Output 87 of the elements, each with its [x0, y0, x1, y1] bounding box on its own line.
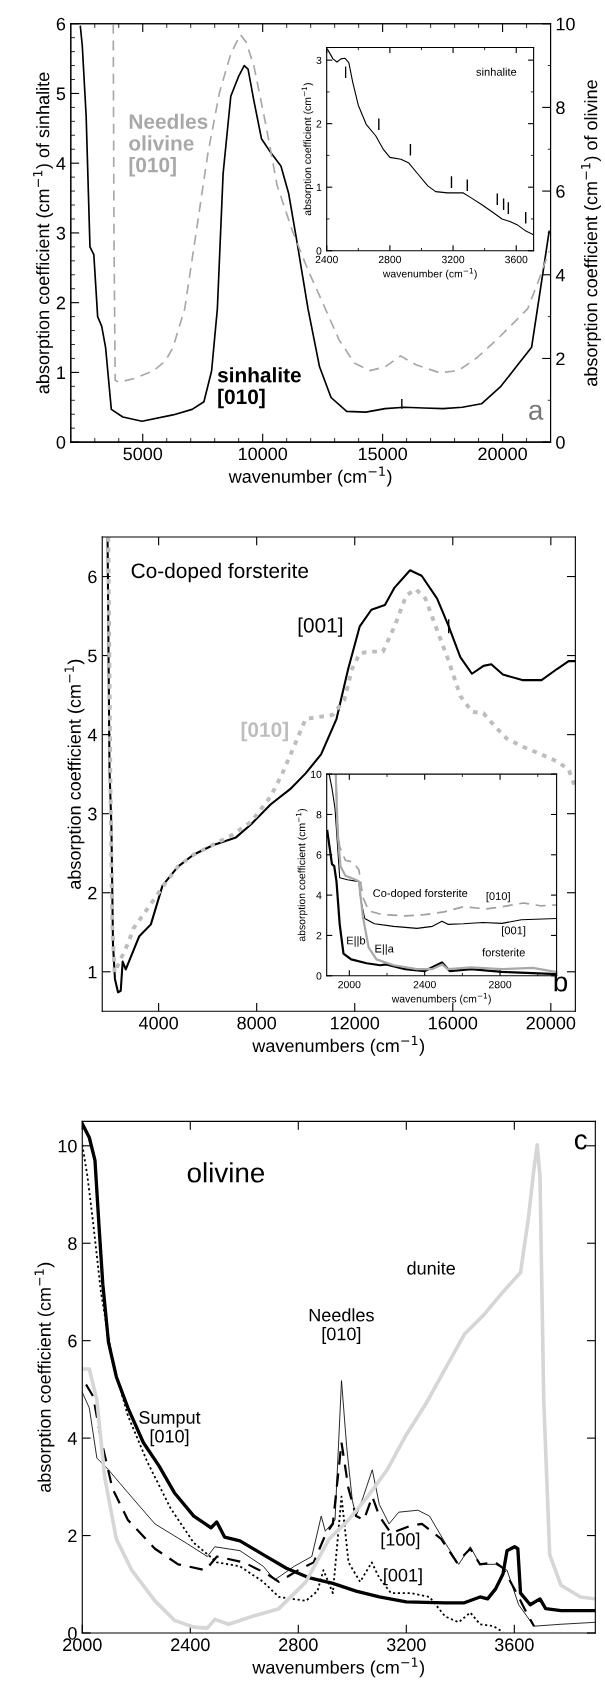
x-axis-title: wavenumbers (cm$^{−1}$) [252, 1657, 424, 1678]
series-label: [001] [384, 1568, 422, 1586]
x-tick-label: 4000 [138, 1016, 179, 1030]
x-tick-label: 3200 [441, 255, 465, 264]
x-tick-label: 20000 [526, 1016, 576, 1030]
y-tick-label: 0 [56, 436, 66, 449]
y-tick-label: 8 [68, 1237, 77, 1250]
y-tick-label: 6 [88, 570, 97, 584]
series-label: [010] [486, 891, 510, 903]
y-tick-label: 1 [88, 965, 97, 979]
y-tick-label: 0 [316, 247, 322, 255]
series-label: [010] [241, 721, 288, 742]
y-tick-label: 3 [88, 807, 97, 821]
series-label: sinhalite [010] [217, 367, 301, 409]
y-tick-label: 6 [56, 17, 66, 31]
y-tick-label: 10 [311, 770, 322, 779]
y-axis-title: absorption coefficient (cm$^{−1}$) [64, 659, 85, 889]
y-tick-label: 2 [316, 931, 322, 940]
annotation: Co-doped forsterite [131, 562, 309, 583]
y-tick-label: 0 [68, 1626, 77, 1640]
y2-tick-label: 6 [556, 185, 565, 198]
y-axis-title: absorption coefficient (cm$^{−1}$) of sinhalite [33, 72, 53, 394]
annotation: forsterite [482, 948, 525, 957]
y-tick-label: 2 [316, 120, 322, 128]
x-tick-label: 12000 [331, 1016, 380, 1030]
x-tick-label: 15000 [358, 447, 408, 461]
y2-tick-label: 8 [556, 101, 565, 115]
x-tick-label: 2400 [315, 255, 338, 264]
x-tick-label: 2400 [171, 1638, 210, 1652]
text: Needles [010] [309, 1308, 374, 1344]
y-axis-title: absorption coefficient (cm$^{−1}$) [301, 83, 314, 216]
x-tick-label: 3600 [494, 1638, 534, 1652]
series-label: E||a [375, 944, 394, 955]
y2-tick-label: 0 [556, 436, 565, 449]
annotation: olivine [187, 1162, 265, 1183]
annotation: sinhalite [476, 67, 517, 76]
series-label: Sumput [010] [139, 1411, 201, 1447]
y-tick-label: 6 [68, 1334, 77, 1348]
annotation: c [574, 1134, 587, 1150]
x-tick-label: 16000 [429, 1016, 478, 1030]
y-axis-title: absorption coefficient (cm$^{−1}$) [34, 1262, 55, 1493]
y-tick-label: 2 [56, 296, 66, 310]
y-tick-label: 6 [316, 851, 322, 859]
series-label: [001] [298, 617, 343, 637]
y-tick-label: 4 [56, 157, 66, 170]
x-tick-label: 5000 [123, 447, 163, 461]
annotation: Co-doped forsterite [373, 888, 468, 900]
x-tick-label: 2000 [63, 1638, 102, 1652]
series-label: Needles olivine [010] [129, 113, 208, 177]
x-tick-label: 10000 [238, 447, 288, 461]
y2-axis-title: absorption coefficient (cm$^{−1}$) of olivine [581, 80, 601, 386]
y2-tick-label: 2 [556, 352, 565, 365]
x-tick-label: 2800 [279, 1638, 318, 1652]
x-tick-label: 3200 [386, 1638, 426, 1652]
y-tick-label: 5 [88, 649, 97, 663]
y-tick-label: 0 [316, 972, 322, 980]
x-axis-title: wavenumber (cm$^{−1}$) [382, 268, 477, 280]
x-tick-label: 2800 [378, 255, 402, 264]
x-tick-label: 20000 [478, 447, 527, 461]
y-tick-label: 4 [67, 1432, 77, 1445]
y-tick-label: 1 [316, 183, 322, 191]
x-tick-label: 2000 [338, 980, 361, 989]
y-tick-label: 5 [56, 87, 66, 101]
y2-tick-label: 10 [556, 17, 575, 31]
x-tick-label: 2400 [413, 980, 436, 989]
x-axis-title: wavenumbers (cm$^{−1}$) [391, 993, 491, 1005]
x-axis-title: wavenumber (cm$^{−1}$) [228, 466, 392, 487]
y-tick-label: 2 [68, 1529, 77, 1543]
y-tick-label: 4 [316, 891, 322, 899]
x-axis-title: wavenumbers (cm$^{−1}$) [252, 1035, 424, 1056]
y-tick-label: 3 [56, 226, 66, 240]
series-label: E||b [347, 936, 366, 947]
y-axis-title: absorption coefficient (cm$^{−1}$) [295, 808, 308, 942]
x-tick-label: 2800 [489, 980, 512, 989]
legend-label: [001] [502, 926, 526, 937]
series-label: [100] [381, 1532, 420, 1550]
y2-tick-label: 4 [555, 268, 565, 282]
y-tick-label: 8 [316, 810, 322, 819]
text: dunite [407, 1261, 455, 1275]
x-tick-label: 3600 [505, 255, 528, 264]
x-tick-label: 8000 [237, 1016, 277, 1030]
y-tick-label: 3 [316, 56, 322, 65]
y-tick-label: 2 [88, 886, 97, 900]
annotation: a [529, 404, 544, 420]
y-tick-label: 4 [87, 728, 97, 742]
y-tick-label: 1 [57, 366, 66, 379]
y-tick-label: 10 [58, 1139, 77, 1153]
